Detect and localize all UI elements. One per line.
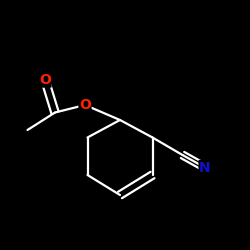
Text: O: O <box>79 98 91 112</box>
Text: O: O <box>39 73 51 87</box>
Text: N: N <box>199 160 211 174</box>
